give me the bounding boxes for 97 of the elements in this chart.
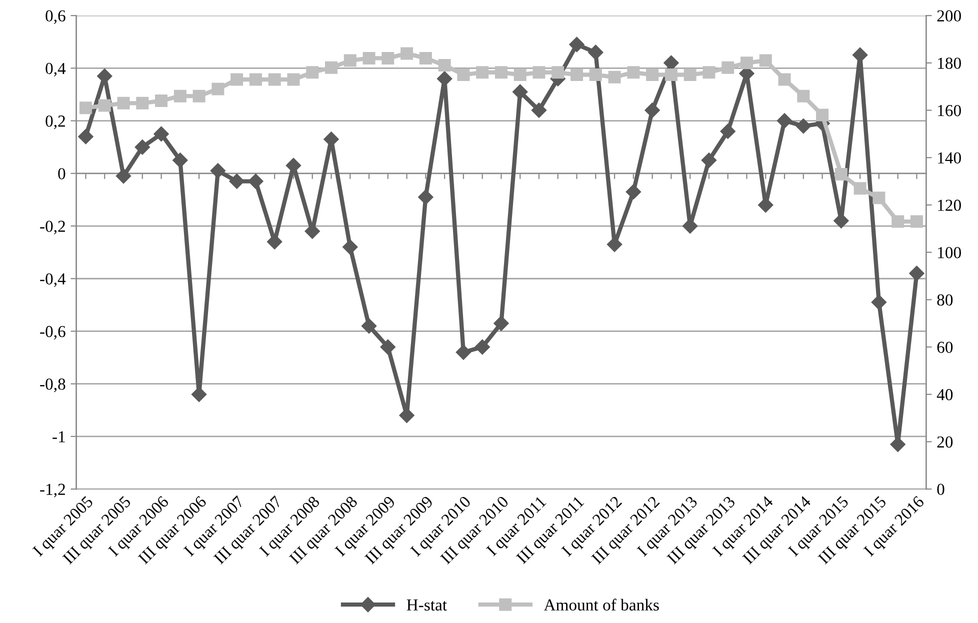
point	[380, 339, 396, 355]
point	[287, 73, 300, 86]
y2-tick-label: 200	[937, 10, 961, 22]
point	[418, 190, 434, 205]
y-tick-label: 0,6	[46, 10, 66, 24]
y2-tick-label: 100	[938, 247, 961, 258]
point	[116, 168, 132, 184]
y2-tick-label: 180	[938, 58, 961, 69]
y2-tick-label: 40	[936, 389, 953, 400]
point	[796, 118, 811, 134]
point	[174, 90, 186, 102]
point	[494, 66, 508, 79]
y2-tick-label: 140	[938, 152, 961, 164]
point	[646, 68, 659, 82]
y-tick-label: -1	[52, 431, 65, 442]
point	[399, 408, 414, 423]
point	[570, 68, 584, 82]
point	[79, 102, 92, 114]
point	[229, 174, 244, 189]
point	[382, 52, 394, 64]
point	[552, 66, 564, 79]
point	[892, 215, 904, 228]
point	[306, 66, 319, 79]
y-tick-label: 0	[58, 168, 66, 180]
y2-tick-label: 80	[937, 294, 953, 306]
point	[720, 124, 736, 139]
y2-tick-label: 160	[938, 104, 961, 116]
point	[154, 126, 169, 142]
point	[816, 108, 829, 122]
point	[702, 66, 716, 79]
point	[344, 54, 356, 67]
point	[249, 73, 262, 86]
point	[400, 47, 414, 60]
point	[664, 68, 678, 82]
point	[136, 96, 149, 110]
point	[776, 113, 792, 128]
point	[759, 54, 772, 67]
legend-label: H-stat	[406, 600, 447, 611]
point	[210, 163, 226, 178]
point	[456, 344, 472, 360]
y2-tick-label: 20	[937, 436, 953, 448]
point	[457, 68, 470, 82]
y2-tick-label: 60	[937, 342, 953, 353]
point	[419, 52, 432, 64]
point	[512, 84, 528, 100]
y-tick-label: 0,4	[46, 62, 66, 77]
point	[438, 59, 451, 72]
point	[797, 90, 810, 102]
point	[871, 294, 887, 310]
point	[474, 339, 490, 355]
point	[134, 140, 150, 155]
point	[78, 129, 94, 144]
point	[532, 66, 546, 79]
point	[172, 152, 188, 168]
point	[514, 68, 526, 82]
point	[362, 52, 376, 64]
point	[342, 239, 358, 255]
y-tick-label: -0,4	[40, 273, 66, 287]
point	[684, 68, 696, 82]
point	[588, 44, 604, 60]
point	[608, 70, 621, 84]
y-tick-label: -0,8	[40, 378, 66, 392]
point	[569, 36, 584, 52]
y-tick-label: -0,2	[40, 220, 65, 234]
point	[155, 94, 168, 108]
point	[626, 184, 641, 200]
point	[701, 152, 717, 168]
y2-tick-label: 120	[938, 200, 961, 211]
point	[627, 66, 640, 79]
point	[248, 174, 264, 189]
legend-label: Amount of banks	[544, 598, 659, 611]
point	[531, 102, 547, 118]
point	[834, 168, 848, 180]
point	[644, 102, 660, 118]
point	[494, 316, 509, 331]
y-tick-label: -1,2	[40, 484, 65, 498]
point	[722, 61, 734, 74]
point	[98, 99, 111, 112]
y-tick-label: -0,6	[40, 326, 66, 340]
point	[854, 182, 866, 195]
point	[212, 82, 224, 96]
y-tick-label: 0,2	[46, 115, 65, 130]
point	[192, 90, 206, 102]
point	[872, 192, 886, 204]
point	[436, 71, 452, 86]
point	[325, 61, 338, 74]
point	[740, 56, 753, 70]
point	[778, 73, 791, 86]
y2-tick-label: 0	[937, 484, 944, 495]
point	[230, 73, 244, 86]
point	[117, 96, 130, 110]
point	[909, 266, 924, 281]
point	[910, 215, 923, 228]
point	[476, 66, 489, 79]
point	[589, 68, 602, 82]
point	[268, 73, 281, 86]
point	[361, 318, 377, 334]
